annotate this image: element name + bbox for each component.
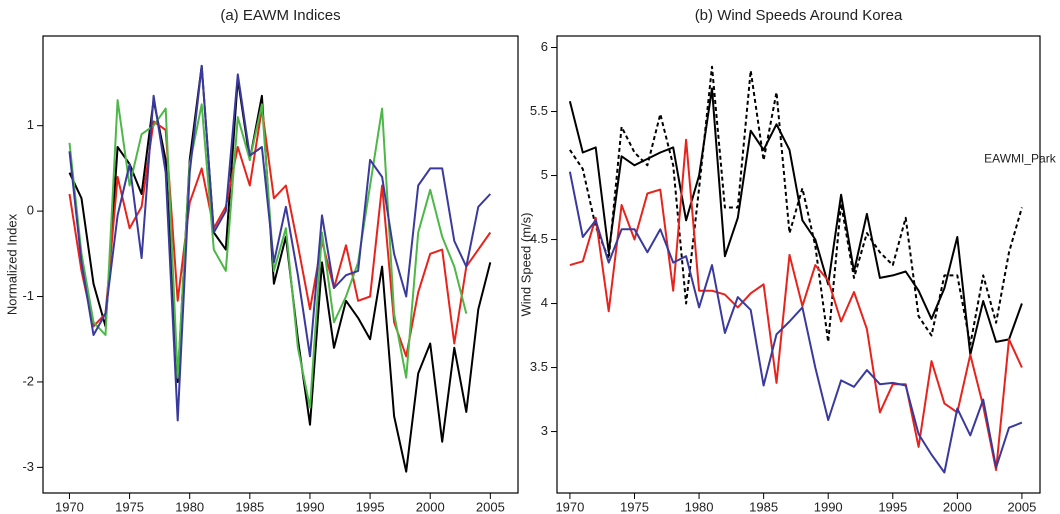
x-tick-label: 1975 — [620, 499, 649, 514]
chart-title: (a) EAWM Indices — [220, 7, 340, 24]
series-line — [568, 171, 1023, 474]
x-tick-label: 1970 — [555, 499, 584, 514]
y-tick-label: 1 — [27, 117, 34, 132]
plot-frame — [42, 35, 519, 494]
y-tick-label: 4.5 — [530, 231, 548, 246]
series-line — [68, 99, 468, 409]
x-tick-label: 1980 — [685, 499, 714, 514]
x-tick-label: 2000 — [416, 499, 445, 514]
plot-frame — [556, 35, 1041, 494]
series-line — [68, 64, 492, 422]
x-tick-label: 1970 — [55, 499, 84, 514]
x-tick-label: 1985 — [235, 499, 264, 514]
x-tick-label: 2000 — [943, 499, 972, 514]
y-tick-label: -2 — [22, 373, 34, 388]
series-line — [68, 64, 492, 473]
x-tick-label: 1995 — [878, 499, 907, 514]
series-line — [569, 138, 1023, 471]
x-tick-label: 1985 — [749, 499, 778, 514]
x-tick-label: 1980 — [175, 499, 204, 514]
series-line — [568, 87, 1023, 356]
y-tick-label: 3.5 — [530, 359, 548, 374]
series-line — [569, 65, 1023, 346]
y-tick-label: 3 — [541, 423, 548, 438]
y-tick-label: -1 — [22, 288, 34, 303]
x-tick-label: 1995 — [356, 499, 385, 514]
x-tick-label: 1990 — [814, 499, 843, 514]
y-tick-label: 0 — [27, 203, 34, 218]
y-tick-label: 5.5 — [530, 103, 548, 118]
y-axis-label: Normalized Index — [4, 213, 19, 315]
y-tick-label: 4 — [541, 295, 548, 310]
annotation: EAWMI_Park — [984, 152, 1057, 166]
y-tick-label: 6 — [541, 39, 548, 54]
x-tick-label: 1975 — [115, 499, 144, 514]
y-tick-label: 5 — [541, 167, 548, 182]
series-line — [68, 107, 492, 358]
x-tick-label: 2005 — [476, 499, 505, 514]
x-tick-label: 2005 — [1007, 499, 1036, 514]
y-axis-label: Wind Speed (m/s) — [518, 212, 533, 316]
y-tick-label: -3 — [22, 459, 34, 474]
chart-title: (b) Wind Speeds Around Korea — [695, 7, 903, 24]
x-tick-label: 1990 — [296, 499, 325, 514]
